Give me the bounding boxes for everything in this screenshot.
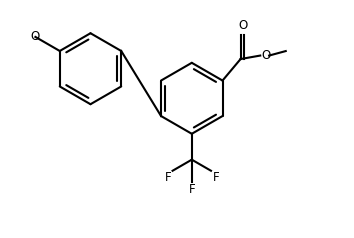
Text: O: O (261, 49, 270, 62)
Text: F: F (165, 172, 171, 184)
Text: F: F (188, 183, 195, 196)
Text: O: O (238, 20, 247, 32)
Text: O: O (31, 30, 40, 43)
Text: F: F (212, 172, 219, 184)
